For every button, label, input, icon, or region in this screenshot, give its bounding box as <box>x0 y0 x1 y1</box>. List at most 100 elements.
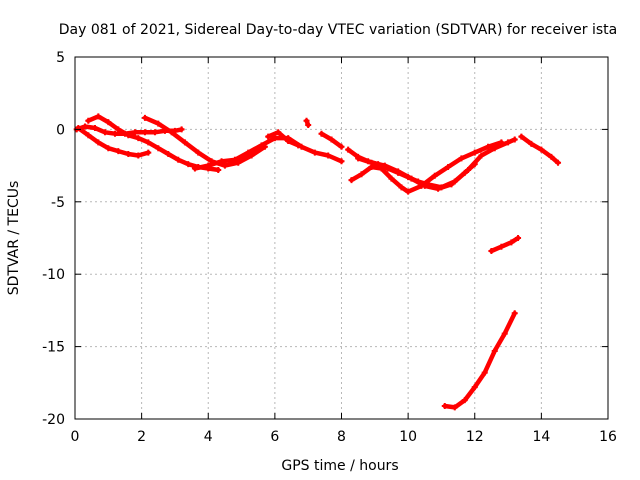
data-point <box>478 152 485 159</box>
data-point <box>338 143 345 150</box>
data-point <box>95 113 102 120</box>
data-point <box>295 142 302 149</box>
data-point <box>125 151 132 158</box>
data-point <box>318 130 325 137</box>
data-point <box>105 145 112 152</box>
series-line-track-11 <box>355 156 478 192</box>
y-tick-label: -10 <box>42 267 65 283</box>
data-point <box>328 136 335 143</box>
data-point <box>395 168 402 175</box>
series-line-track-13 <box>489 235 521 254</box>
data-point <box>368 159 375 166</box>
data-point <box>145 149 152 156</box>
data-point <box>218 158 225 165</box>
data-point <box>101 129 108 136</box>
data-point <box>305 122 312 129</box>
data-point <box>105 119 112 126</box>
data-point <box>135 135 142 142</box>
data-point <box>311 149 318 156</box>
x-tick-label: 0 <box>71 429 80 445</box>
y-axis-label: SDTVAR / TECUs <box>6 181 22 296</box>
data-point <box>548 153 555 160</box>
data-point <box>185 161 192 168</box>
x-tick-label: 6 <box>270 429 279 445</box>
data-point <box>181 139 188 146</box>
data-point <box>431 172 438 179</box>
data-point <box>81 123 88 130</box>
data-point <box>458 155 465 162</box>
data-point <box>205 162 212 169</box>
data-point <box>381 162 388 169</box>
data-point <box>125 132 132 139</box>
data-point <box>451 404 458 411</box>
data-point <box>115 148 122 155</box>
data-point <box>421 182 428 189</box>
y-tick-label: 0 <box>56 122 65 138</box>
data-point <box>141 129 148 136</box>
data-point <box>245 149 252 156</box>
data-point <box>85 132 92 139</box>
data-point <box>111 130 118 137</box>
data-point <box>285 137 292 144</box>
data-point <box>175 156 182 163</box>
data-point <box>135 152 142 159</box>
data-point <box>448 181 455 188</box>
data-point <box>165 151 172 158</box>
data-point <box>501 330 508 337</box>
data-point <box>151 129 158 136</box>
data-point <box>178 126 185 133</box>
data-point <box>191 165 198 172</box>
y-tick-label: -15 <box>42 340 65 356</box>
data-point <box>471 161 478 168</box>
data-point <box>168 129 175 136</box>
data-point <box>235 159 242 166</box>
data-point <box>528 140 535 147</box>
data-point <box>358 171 365 178</box>
data-point <box>405 188 412 195</box>
series-line-track-14 <box>442 311 517 410</box>
data-point <box>85 117 92 124</box>
data-point <box>445 164 452 171</box>
data-point <box>481 369 488 376</box>
chart-title: Day 081 of 2021, Sidereal Day-to-day VTE… <box>59 22 617 38</box>
data-point <box>508 239 515 246</box>
data-point <box>155 145 162 152</box>
data-point <box>471 384 478 391</box>
data-point <box>275 129 282 136</box>
data-point <box>388 175 395 182</box>
data-point <box>488 248 495 255</box>
data-point <box>491 347 498 354</box>
series-group <box>73 113 562 411</box>
data-point <box>511 310 518 317</box>
data-point <box>515 235 522 241</box>
series-line-track-4 <box>142 115 268 168</box>
data-point <box>348 177 355 184</box>
x-tick-label: 12 <box>466 429 484 445</box>
data-point <box>248 152 255 159</box>
data-point <box>115 126 122 133</box>
data-point <box>345 146 352 153</box>
data-point <box>461 169 468 176</box>
data-point <box>303 117 310 124</box>
data-point <box>231 156 238 163</box>
data-point <box>131 129 138 136</box>
data-point <box>258 142 265 149</box>
data-point <box>221 162 228 169</box>
data-point <box>145 139 152 146</box>
data-point <box>141 114 148 121</box>
data-point <box>538 146 545 153</box>
data-point <box>155 120 162 127</box>
x-tick-label: 14 <box>532 429 550 445</box>
data-point <box>95 139 102 146</box>
data-point <box>498 243 505 250</box>
data-point <box>91 124 98 131</box>
y-tick-label: 5 <box>56 50 65 66</box>
data-point <box>265 133 272 140</box>
data-point <box>195 149 202 156</box>
y-axis: 5 0 -5 -10 -15 -20 <box>42 50 608 428</box>
series-line-track-6 <box>265 130 301 148</box>
data-point <box>498 139 505 146</box>
data-point <box>518 133 525 140</box>
